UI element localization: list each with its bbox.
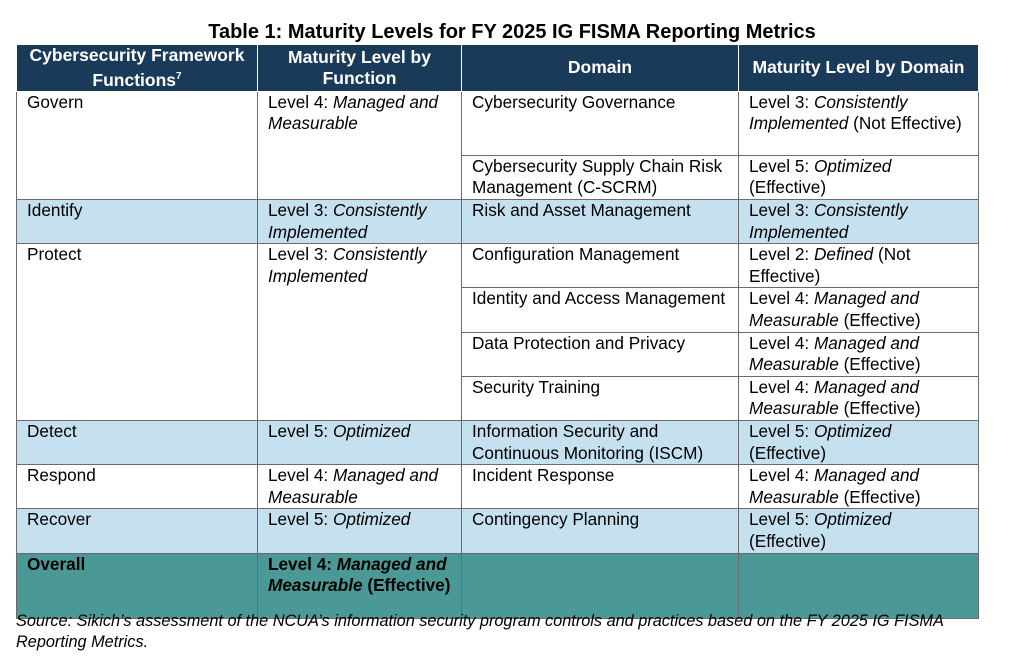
maturity-table: Cybersecurity Framework Functions7 Matur… — [16, 44, 979, 619]
domain-level-cell: Level 5: Optimized (Effective) — [738, 154, 979, 201]
function-protect: Protect — [16, 243, 258, 421]
header-row: Cybersecurity Framework Functions7 Matur… — [16, 44, 979, 92]
domain-level-cell: Level 5: Optimized (Effective) — [738, 419, 979, 466]
function-overall: Overall — [16, 552, 258, 619]
domain-level-cell: Level 5: Optimized (Effective) — [738, 508, 979, 554]
domain-level-cell: Level 4: Managed and Measurable (Effecti… — [738, 287, 979, 333]
domain-cell: Information Security and Continuous Moni… — [461, 419, 739, 466]
function-detect: Detect — [16, 419, 258, 466]
header-domain-level: Maturity Level by Domain — [738, 44, 979, 92]
domain-level-cell: Level 4: Managed and Measurable (Effecti… — [738, 331, 979, 377]
domain-cell: Data Protection and Privacy — [461, 331, 739, 377]
function-level-protect: Level 3: Consistently Implemented — [257, 243, 462, 421]
table-row: Protect Level 3: Consistently Implemente… — [16, 243, 979, 421]
header-function-level: Maturity Level by Function — [257, 44, 462, 92]
domain-cell: Configuration Management — [461, 243, 739, 289]
function-respond: Respond — [16, 464, 258, 510]
domain-level-cell: Level 4: Managed and Measurable (Effecti… — [738, 464, 979, 510]
table-title: Table 1: Maturity Levels for FY 2025 IG … — [208, 21, 816, 43]
function-level-recover: Level 5: Optimized — [257, 508, 462, 554]
function-level-identify: Level 3: Consistently Implemented — [257, 199, 462, 245]
function-identify: Identify — [16, 199, 258, 245]
domain-cell: Identity and Access Management — [461, 287, 739, 333]
table-row: Identity and Access Management Level 4: … — [17, 287, 979, 333]
table-row: Identify Level 3: Consistently Implement… — [16, 199, 979, 245]
table-row: Govern Level 4: Managed and Measurable C… — [16, 90, 979, 201]
header-function: Cybersecurity Framework Functions7 — [16, 44, 258, 92]
domain-level-cell: Level 3: Consistently Implemented (Not E… — [738, 90, 979, 156]
domain-level-cell-empty — [738, 552, 979, 619]
function-recover: Recover — [16, 508, 258, 554]
domain-level-cell: Level 2: Defined (Not Effective) — [738, 243, 979, 289]
domain-cell: Risk and Asset Management — [461, 199, 739, 245]
table-row-overall: Overall Level 4: Managed and Measurable … — [16, 552, 979, 619]
function-level-detect: Level 5: Optimized — [257, 419, 462, 466]
header-domain: Domain — [461, 44, 739, 92]
function-govern: Govern — [16, 90, 258, 201]
domain-cell: Cybersecurity Governance — [461, 90, 739, 156]
table-row: Recover Level 5: Optimized Contingency P… — [16, 508, 979, 554]
function-level-govern: Level 4: Managed and Measurable — [257, 90, 462, 201]
table-row: Data Protection and Privacy Level 4: Man… — [17, 331, 979, 377]
table-row: Respond Level 4: Managed and Measurable … — [16, 464, 979, 510]
source-note: Source: Sikich’s assessment of the NCUA’… — [16, 612, 944, 651]
domain-cell-empty — [461, 552, 739, 619]
domain-cell: Incident Response — [461, 464, 739, 510]
footnote-mark: 7 — [176, 71, 182, 82]
function-level-overall: Level 4: Managed and Measurable (Effecti… — [257, 552, 462, 619]
domain-level-cell: Level 3: Consistently Implemented — [738, 199, 979, 245]
domain-cell: Cybersecurity Supply Chain Risk Manageme… — [461, 154, 739, 201]
function-level-respond: Level 4: Managed and Measurable — [257, 464, 462, 510]
domain-level-cell: Level 4: Managed and Measurable (Effecti… — [738, 375, 979, 421]
table-row: Cybersecurity Supply Chain Risk Manageme… — [17, 154, 979, 201]
domain-cell: Security Training — [461, 375, 739, 421]
table-row: Detect Level 5: Optimized Information Se… — [16, 419, 979, 466]
domain-cell: Contingency Planning — [461, 508, 739, 554]
